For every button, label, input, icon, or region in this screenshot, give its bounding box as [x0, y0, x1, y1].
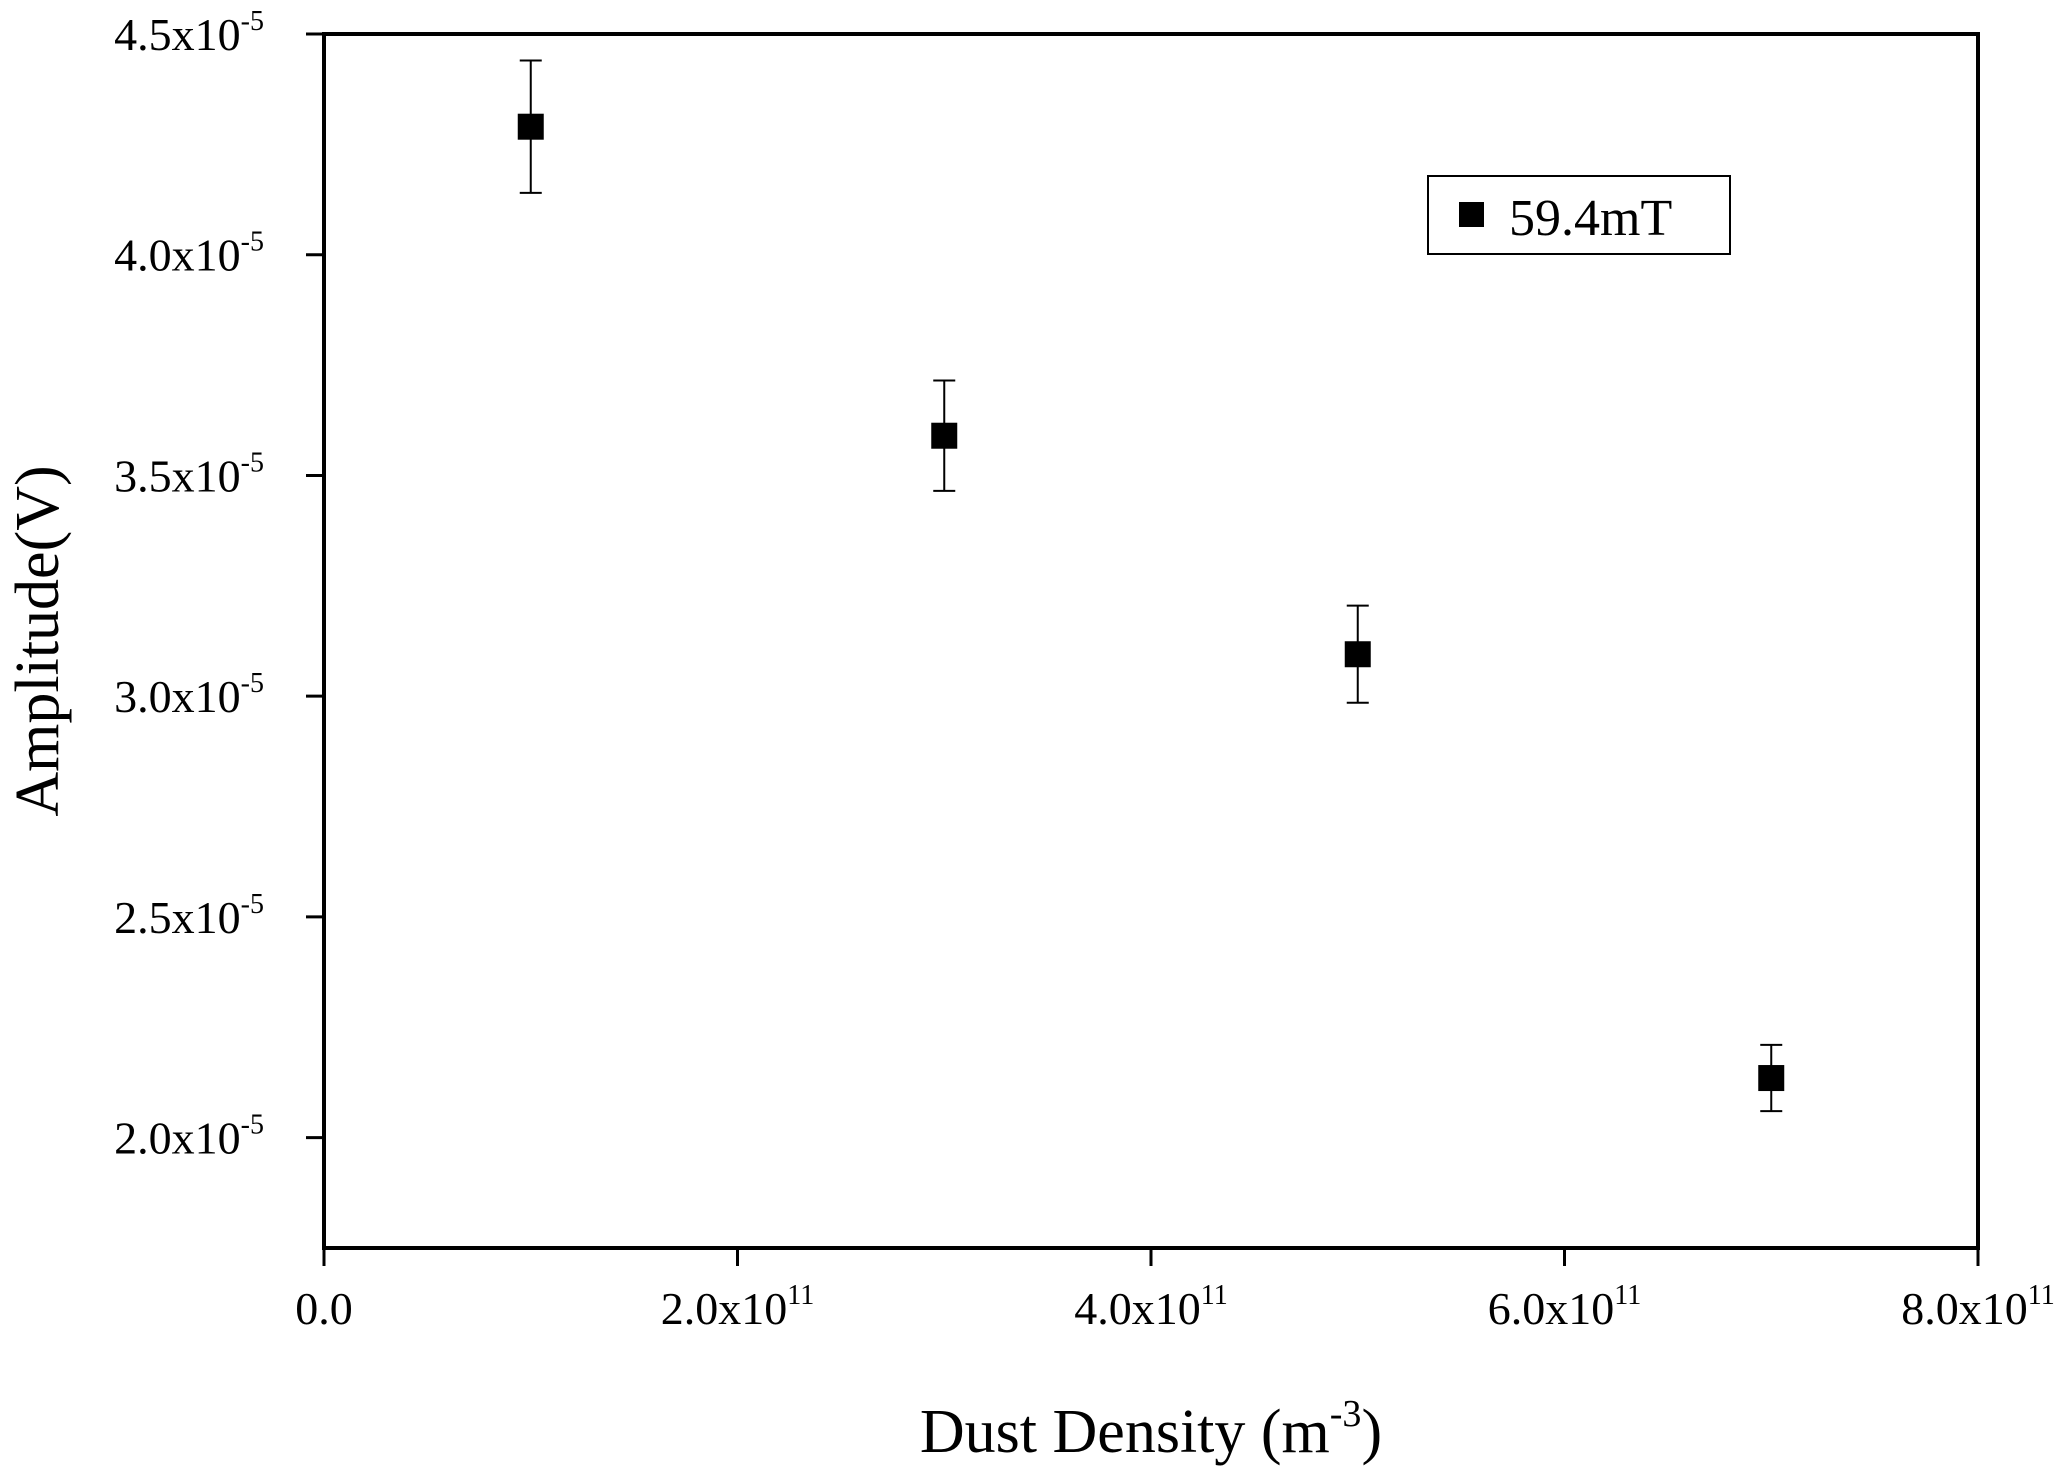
y-tick-mantissa: 4.0x10 — [114, 230, 241, 281]
x-tick-mantissa: 2.0x10 — [661, 1283, 788, 1334]
data-point — [517, 113, 544, 140]
y-tick-mantissa: 2.0x10 — [114, 1113, 241, 1164]
data-points — [517, 59, 1785, 1113]
x-tick-mantissa: 8.0x10 — [1901, 1283, 2028, 1334]
x-tick-label: 4.0x1011 — [1074, 1280, 1227, 1334]
y-tick-mantissa: 3.5x10 — [114, 450, 241, 501]
x-axis-title: Dust Density (m-3) — [920, 1393, 1382, 1466]
y-tick-exponent: -5 — [241, 889, 264, 920]
y-tick-exponent: -5 — [241, 668, 264, 699]
x-axis-ticks: 0.0 2.0x1011 4.0x1011 6.0x1011 8.0x1011 — [295, 1248, 2055, 1334]
y-tick-exponent: -5 — [241, 227, 264, 258]
y-tick-label: 3.5x10-5 — [114, 447, 264, 501]
data-point — [1758, 1065, 1785, 1092]
y-tick-exponent: -5 — [241, 1110, 264, 1141]
x-axis-title-exponent: -3 — [1330, 1393, 1362, 1435]
y-axis-ticks: 2.0x10-52.5x10-53.0x10-53.5x10-54.0x10-5… — [114, 6, 324, 1164]
data-point — [931, 422, 958, 449]
y-tick-label: 2.0x10-5 — [114, 1110, 264, 1164]
y-tick-label: 2.5x10-5 — [114, 889, 264, 943]
x-tick-mantissa: 6.0x10 — [1488, 1283, 1615, 1334]
y-tick-label: 3.0x10-5 — [114, 668, 264, 722]
y-tick-mantissa: 4.5x10 — [114, 9, 241, 60]
x-tick-label: 2.0x1011 — [661, 1280, 814, 1334]
x-axis-title-main: Dust Density (m — [920, 1398, 1330, 1466]
y-tick-label: 4.0x10-5 — [114, 227, 264, 281]
data-point — [1344, 641, 1371, 668]
x-tick-exponent: 11 — [1614, 1280, 1641, 1311]
x-tick-mantissa: 4.0x10 — [1074, 1283, 1201, 1334]
x-tick-label: 8.0x1011 — [1901, 1280, 2054, 1334]
x-axis-title-tail: ) — [1361, 1398, 1382, 1466]
x-tick-exponent: 11 — [2028, 1280, 2055, 1311]
y-tick-exponent: -5 — [241, 6, 264, 37]
y-tick-mantissa: 2.5x10 — [114, 892, 241, 943]
x-tick-label: 0.0 — [295, 1283, 353, 1334]
y-tick-label: 4.5x10-5 — [114, 6, 264, 60]
legend-label: 59.4mT — [1509, 190, 1672, 247]
y-axis-title: Amplitude(V) — [4, 465, 72, 816]
x-tick-mantissa: 0.0 — [295, 1283, 353, 1334]
legend-marker-square — [1459, 202, 1484, 227]
x-tick-exponent: 11 — [1201, 1280, 1228, 1311]
y-tick-mantissa: 3.0x10 — [114, 671, 241, 722]
x-tick-exponent: 11 — [787, 1280, 814, 1311]
x-tick-label: 6.0x1011 — [1488, 1280, 1641, 1334]
y-tick-exponent: -5 — [241, 447, 264, 478]
legend: 59.4mT — [1427, 175, 1731, 255]
